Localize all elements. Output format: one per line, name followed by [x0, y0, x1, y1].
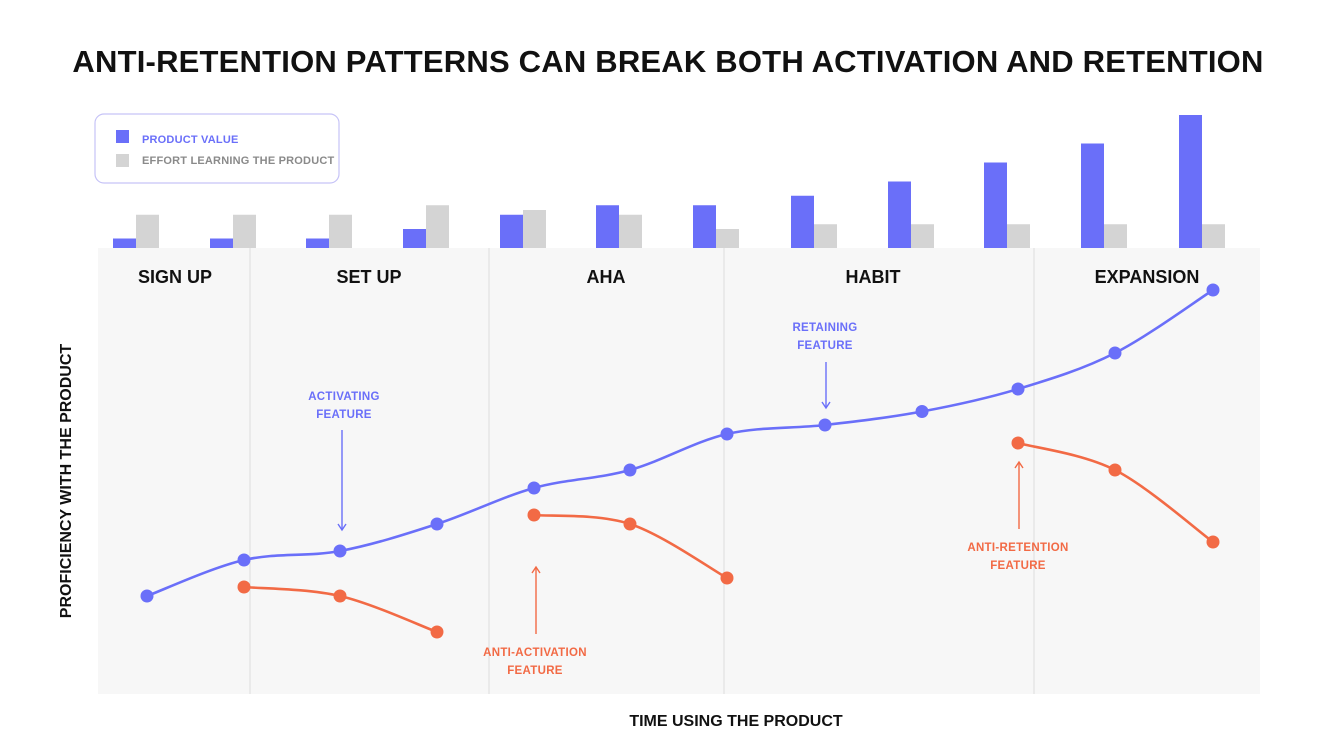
legend-swatch-value	[116, 130, 129, 143]
proficiency-curve-point	[430, 517, 444, 531]
bar-product-value	[306, 238, 329, 248]
anti-activation-curve-point	[623, 517, 637, 531]
proficiency-curve-point	[818, 418, 832, 432]
proficiency-curve-point	[237, 553, 251, 567]
page-title: ANTI-RETENTION PATTERNS CAN BREAK BOTH A…	[72, 44, 1264, 79]
legend-label-effort: EFFORT LEARNING THE PRODUCT	[142, 155, 334, 167]
bar-effort	[233, 214, 256, 248]
bar-product-value	[500, 214, 523, 248]
anti-retention-curve-point	[1206, 535, 1220, 549]
anti-activation-feature-text: ANTI-ACTIVATION	[483, 647, 587, 659]
retaining-feature-text: RETAINING	[792, 322, 857, 334]
stage-label: HABIT	[846, 267, 901, 287]
bar-product-value	[113, 238, 136, 248]
proficiency-curve-point	[1206, 283, 1220, 297]
stage-dividers	[249, 248, 1035, 694]
stage-label: SET UP	[336, 267, 401, 287]
stage-label: SIGN UP	[138, 267, 212, 287]
bar-product-value	[1179, 115, 1202, 248]
bar-effort	[329, 214, 352, 248]
anti-retention-feature-arrowhead	[1014, 460, 1024, 469]
proficiency-curve-point	[1011, 382, 1025, 396]
bar-effort	[911, 224, 934, 248]
activating-feature-text: ACTIVATING	[308, 391, 380, 403]
legend: PRODUCT VALUE EFFORT LEARNING THE PRODUC…	[94, 113, 340, 184]
bar-product-value	[596, 205, 619, 248]
y-axis-label: PROFICIENCY WITH THE PRODUCT	[58, 344, 75, 619]
bar-product-value	[791, 195, 814, 248]
bar-effort	[1202, 224, 1225, 248]
anti-activation-curve-point	[527, 508, 541, 522]
bar-effort	[426, 205, 449, 248]
proficiency-curve-point	[915, 405, 929, 418]
bar-effort	[523, 210, 546, 248]
proficiency-curve-point	[527, 481, 541, 495]
anti-activation-curve-point	[720, 571, 734, 585]
bar-effort	[716, 229, 739, 248]
legend-box	[94, 113, 340, 184]
bar-effort	[1104, 224, 1127, 248]
bar-product-value	[1081, 143, 1104, 248]
bar-product-value	[984, 162, 1007, 248]
proficiency-curve-point	[1108, 346, 1122, 360]
anti-activation-curve-point	[237, 580, 251, 594]
annotations: ACTIVATING FEATURE RETAINING FEATURE ANTI-AC…	[308, 322, 1068, 677]
legend-label-value: PRODUCT VALUE	[142, 134, 239, 146]
bar-series	[113, 115, 1225, 248]
proficiency-curve-point	[140, 589, 154, 603]
anti-activation-curve-point	[333, 589, 347, 603]
anti-activation-feature-text: FEATURE	[507, 665, 563, 677]
retaining-feature-text: FEATURE	[797, 340, 853, 352]
x-axis-label: TIME USING THE PRODUCT	[629, 713, 843, 730]
stage-label: EXPANSION	[1095, 267, 1200, 287]
bar-effort	[814, 224, 837, 248]
anti-retention-curve-point	[1011, 436, 1025, 450]
anti-retention-curve-point	[1108, 463, 1122, 477]
stage-labels: SIGN UP SET UP AHA HABIT EXPANSION	[138, 267, 1199, 287]
stage-panel	[98, 248, 1260, 694]
retaining-feature-arrowhead	[821, 401, 831, 410]
activating-feature-text: FEATURE	[316, 409, 372, 421]
bar-effort	[619, 214, 642, 248]
activating-feature-arrowhead	[337, 523, 347, 532]
proficiency-curve-line	[145, 288, 1215, 598]
bar-product-value	[210, 238, 233, 248]
anti-activation-feature-arrowhead	[531, 565, 541, 574]
bar-effort	[136, 214, 159, 248]
anti-activation-curve-point	[430, 625, 444, 639]
bar-product-value	[888, 181, 911, 248]
bar-product-value	[403, 229, 426, 248]
stage-label: AHA	[587, 267, 626, 287]
legend-swatch-effort	[116, 154, 129, 167]
bar-effort	[1007, 224, 1030, 248]
proficiency-curve-point	[333, 544, 347, 558]
proficiency-curve-point	[720, 427, 734, 441]
anti-retention-feature-text: FEATURE	[990, 560, 1046, 572]
anti-retention-feature-text: ANTI-RETENTION	[967, 542, 1068, 554]
curves	[140, 283, 1220, 639]
bar-product-value	[693, 205, 716, 248]
proficiency-curve-point	[623, 463, 637, 477]
